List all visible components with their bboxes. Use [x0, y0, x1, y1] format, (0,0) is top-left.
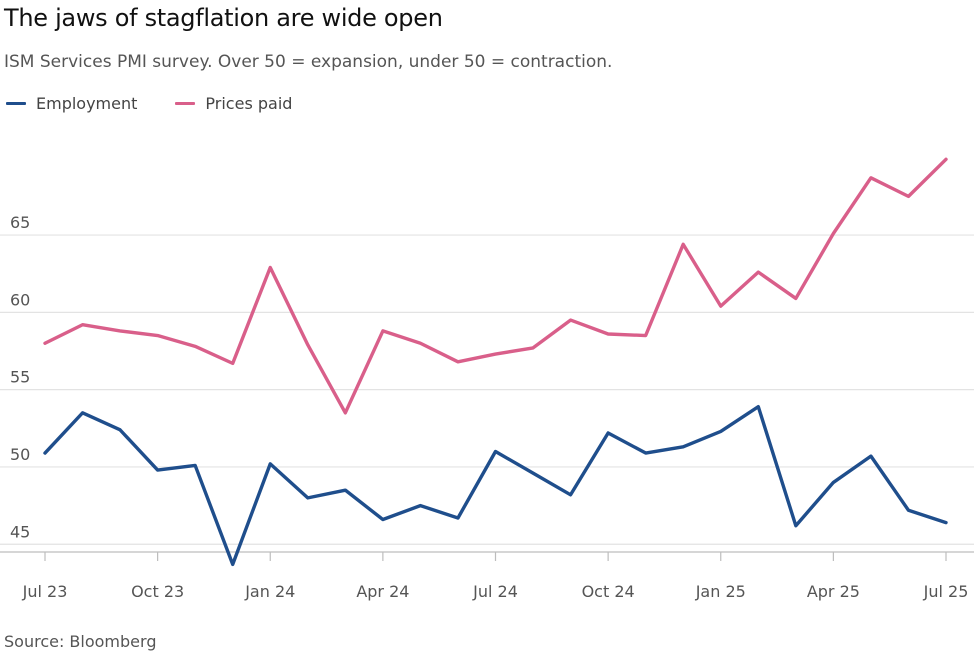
x-tick-label-9: Apr 24: [356, 582, 409, 601]
data-point-employment-7: [307, 497, 309, 499]
data-point-prices-paid-21: [832, 232, 834, 235]
data-point-prices-paid-13: [532, 347, 534, 349]
data-point-prices-paid-15: [607, 333, 609, 335]
data-point-employment-22: [870, 455, 872, 457]
y-tick-label-55: 55: [10, 368, 30, 387]
legend-item-prices-paid: Prices paid: [175, 94, 292, 113]
data-point-prices-paid-19: [757, 271, 759, 273]
data-point-prices-paid-16: [645, 334, 647, 337]
series-line-employment: [43, 404, 948, 567]
data-point-prices-paid-14: [569, 319, 572, 321]
data-point-prices-paid-1: [81, 324, 84, 326]
data-point-prices-paid-17: [682, 243, 684, 245]
data-point-prices-paid-22: [870, 177, 872, 179]
x-tick-label-6: Jan 24: [244, 582, 295, 601]
data-point-employment-11: [457, 517, 459, 519]
data-point-employment-5: [232, 563, 234, 565]
data-point-prices-paid-10: [419, 342, 422, 344]
data-point-prices-paid-11: [457, 361, 459, 363]
x-tick-label-24: Jul 25: [923, 582, 969, 601]
y-tick-label-45: 45: [10, 522, 30, 541]
data-point-employment-1: [81, 412, 84, 414]
data-point-employment-15: [607, 432, 609, 434]
data-point-employment-24: [945, 522, 947, 524]
x-tick-label-0: Jul 23: [22, 582, 68, 601]
data-point-employment-12: [494, 450, 497, 453]
legend-label-prices-paid: Prices paid: [205, 94, 293, 113]
series-line-prices-paid: [43, 157, 948, 415]
x-tick-label-18: Jan 25: [695, 582, 746, 601]
data-point-employment-23: [907, 509, 910, 511]
data-point-employment-13: [532, 472, 534, 474]
chart-title: The jaws of stagflation are wide open: [4, 4, 443, 32]
y-tick-label-50: 50: [10, 445, 30, 464]
data-point-employment-8: [344, 489, 346, 491]
data-point-prices-paid-2: [119, 330, 121, 332]
data-point-employment-3: [157, 469, 159, 471]
data-point-prices-paid-5: [232, 362, 234, 364]
data-point-employment-17: [682, 446, 684, 448]
x-tick-label-21: Apr 25: [807, 582, 860, 601]
data-point-prices-paid-18: [720, 305, 722, 307]
data-point-employment-10: [419, 505, 422, 507]
data-point-prices-paid-3: [157, 334, 159, 337]
data-point-employment-0: [44, 452, 46, 454]
data-point-employment-16: [645, 452, 647, 454]
data-point-prices-paid-8: [344, 412, 346, 414]
data-point-employment-20: [795, 525, 797, 527]
data-point-prices-paid-12: [494, 353, 497, 355]
data-point-prices-paid-4: [194, 345, 196, 347]
data-point-prices-paid-6: [269, 266, 271, 269]
y-tick-label-65: 65: [10, 213, 30, 232]
data-point-employment-18: [720, 430, 722, 432]
legend-swatch-prices-paid: [175, 102, 196, 105]
data-point-prices-paid-20: [795, 297, 797, 300]
x-tick-label-3: Oct 23: [131, 582, 184, 601]
data-point-employment-6: [269, 463, 271, 465]
data-point-prices-paid-24: [945, 158, 947, 160]
data-point-prices-paid-0: [44, 342, 46, 344]
legend-item-employment: Employment: [6, 94, 137, 113]
legend: Employment Prices paid: [6, 94, 330, 113]
data-point-employment-4: [194, 464, 196, 467]
legend-label-employment: Employment: [36, 94, 138, 113]
data-point-employment-9: [382, 518, 384, 521]
data-point-employment-14: [569, 494, 572, 496]
data-point-prices-paid-9: [382, 330, 384, 332]
legend-swatch-employment: [6, 102, 26, 105]
data-point-employment-19: [757, 406, 759, 408]
data-point-prices-paid-23: [907, 195, 910, 197]
x-tick-label-15: Oct 24: [582, 582, 635, 601]
data-point-employment-2: [119, 429, 121, 431]
data-point-prices-paid-7: [307, 344, 309, 346]
x-tick-label-12: Jul 24: [472, 582, 518, 601]
data-point-employment-21: [832, 481, 834, 484]
chart-subtitle: ISM Services PMI survey. Over 50 = expan…: [4, 52, 613, 72]
source-note: Source: Bloomberg: [4, 632, 157, 651]
y-tick-label-60: 60: [10, 290, 30, 309]
